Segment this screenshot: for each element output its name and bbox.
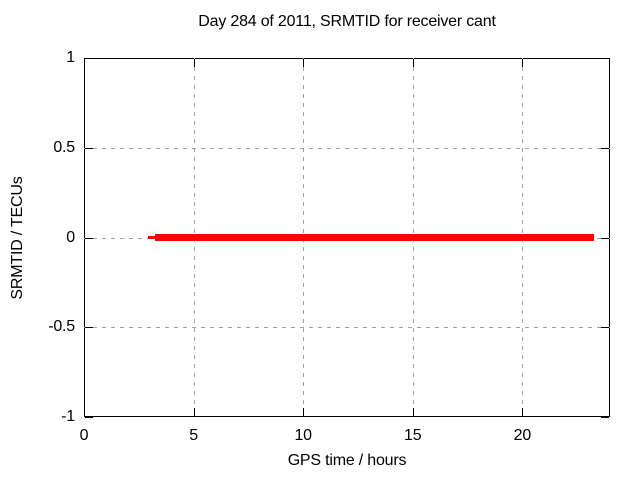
x-tick-bottom [84, 408, 85, 416]
y-tick-label: 0.5 [53, 138, 75, 156]
y-tick-left [85, 238, 93, 239]
x-tick-label: 5 [189, 427, 198, 444]
y-tick-label: 1 [66, 49, 75, 66]
y-tick-right [601, 58, 609, 59]
x-tick-label: 20 [513, 427, 532, 444]
x-tick-top [84, 59, 85, 67]
x-tick-bottom [522, 408, 523, 416]
x-tick-bottom [194, 408, 195, 416]
x-axis-label: GPS time / hours [287, 452, 407, 469]
x-tick-label: 0 [79, 427, 89, 444]
x-tick-bottom [303, 408, 304, 416]
x-tick-label: 10 [294, 427, 312, 444]
y-tick-left [85, 148, 93, 149]
x-tick-label: 15 [404, 427, 422, 444]
y-tick-left [85, 417, 93, 418]
y-tick-left [85, 58, 93, 59]
y-tick-right [601, 238, 609, 239]
y-tick-right [601, 148, 609, 149]
gridline-horizontal [84, 326, 610, 328]
chart-title: Day 284 of 2011, SRMTID for receiver can… [198, 13, 496, 30]
x-tick-top [303, 59, 304, 67]
y-tick-label: -0.5 [48, 318, 75, 336]
y-tick-label: -1 [61, 408, 75, 425]
series-line-srmtid [147, 236, 156, 239]
y-tick-right [601, 417, 609, 418]
y-tick-right [601, 327, 609, 328]
x-tick-top [413, 59, 414, 67]
gridline-horizontal [84, 147, 610, 149]
x-tick-bottom [413, 408, 414, 416]
y-tick-label: 0 [66, 228, 75, 246]
x-tick-top [194, 59, 195, 67]
series-line-srmtid [155, 234, 594, 241]
y-tick-left [85, 327, 93, 328]
x-tick-top [522, 59, 523, 67]
